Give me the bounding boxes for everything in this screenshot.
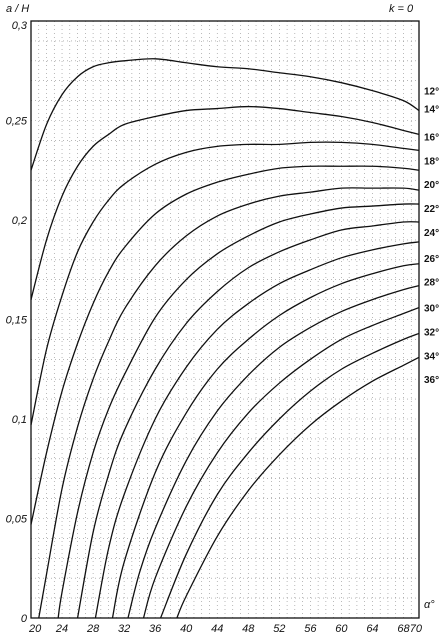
x-tick-label: 70 — [410, 623, 423, 635]
curve-30-deg — [127, 285, 420, 619]
y-tick-label: 0,05 — [6, 514, 28, 526]
curve-32-deg — [142, 306, 420, 619]
x-tick-label: 48 — [242, 623, 255, 635]
x-tick-label: 44 — [211, 623, 223, 635]
x-tick-label: 20 — [28, 623, 42, 635]
curve-12-deg — [30, 58, 420, 171]
curve-labels: 12° 14° 16° 18° 20° 22° 24° 26° 28° 30° 32° 34° 36° — [424, 87, 439, 387]
y-axis-ticks: 0 0,05 0,1 0,15 0,2 0,25 0,3 — [6, 20, 28, 625]
curve-36-deg — [176, 356, 420, 619]
x-tick-label: 40 — [180, 623, 193, 635]
curve-24-deg — [76, 221, 420, 619]
curve-label: 12° — [424, 87, 439, 98]
y-tick-label: 0,15 — [6, 315, 28, 327]
curves — [30, 58, 420, 619]
curve-label: 32° — [424, 327, 439, 338]
curve-label: 34° — [424, 351, 439, 362]
curve-16-deg — [30, 141, 420, 426]
y-tick-label: 0,3 — [12, 20, 28, 32]
curve-label: 18° — [424, 156, 439, 167]
curve-22-deg — [57, 203, 420, 619]
y-tick-label: 0 — [21, 613, 28, 625]
curve-26-deg — [94, 241, 420, 619]
x-tick-label: 60 — [335, 623, 348, 635]
curve-label: 20° — [424, 180, 439, 191]
plot-frame — [30, 20, 420, 619]
x-tick-label: 64 — [366, 623, 378, 635]
parameter-label: k = 0 — [389, 3, 414, 15]
curve-label: 26° — [424, 254, 439, 265]
curve-28-deg — [111, 263, 420, 619]
y-tick-label: 0,1 — [12, 414, 27, 426]
x-tick-label: 36 — [149, 623, 162, 635]
curve-14-deg — [30, 105, 420, 300]
curve-18-deg — [30, 165, 420, 525]
curve-label: 28° — [424, 278, 439, 289]
curve-label: 14° — [424, 105, 439, 116]
x-tick-label: 32 — [118, 623, 130, 635]
x-axis-ticks: 20 24 28 32 36 40 44 48 52 56 60 64 68 70 — [28, 623, 423, 635]
curve-label: 36° — [424, 375, 439, 386]
curve-34-deg — [159, 332, 420, 619]
x-axis-title: α° — [424, 599, 435, 611]
x-tick-label: 68 — [397, 623, 410, 635]
x-tick-label: 28 — [86, 623, 100, 635]
x-tick-label: 56 — [304, 623, 317, 635]
curve-label: 22° — [424, 204, 439, 215]
curve-label: 30° — [424, 304, 439, 315]
curve-label: 16° — [424, 132, 439, 143]
curve-label: 24° — [424, 228, 439, 239]
x-tick-label: 24 — [55, 623, 68, 635]
y-tick-label: 0,25 — [6, 116, 28, 128]
curve-20-deg — [38, 187, 420, 619]
y-axis-title: a / H — [6, 3, 29, 15]
y-tick-label: 0,2 — [12, 215, 27, 227]
x-tick-label: 52 — [273, 623, 285, 635]
